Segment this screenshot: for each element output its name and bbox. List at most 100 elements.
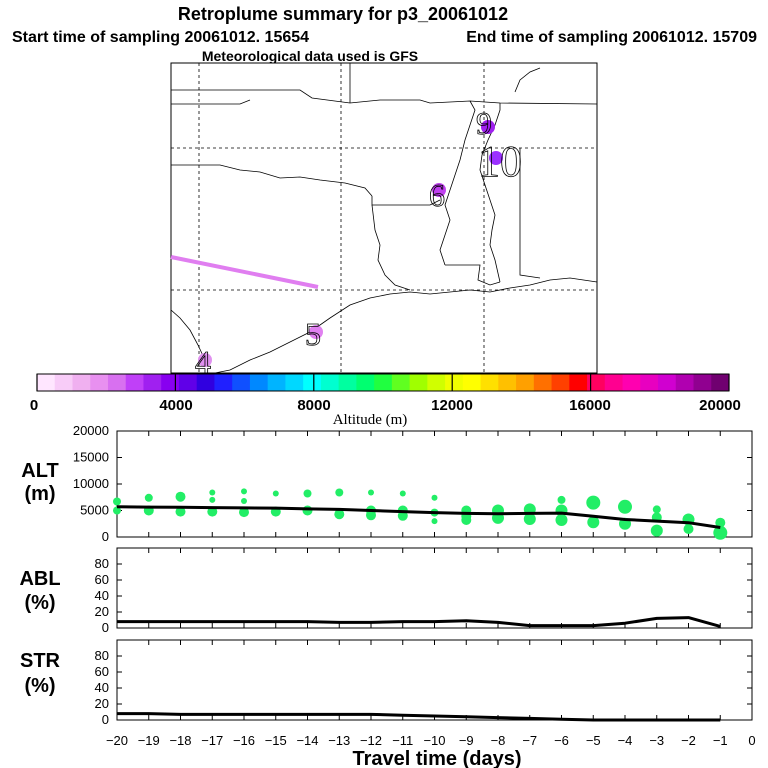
colorbar-swatch [658, 374, 677, 391]
map-marker-day5 [309, 325, 323, 339]
colorbar-swatch [214, 374, 233, 391]
x-tick-label: −12 [360, 733, 382, 748]
x-tick-label: −2 [681, 733, 696, 748]
alt-scatter-point [555, 514, 568, 526]
x-tick-label: −16 [233, 733, 255, 748]
str-panel-unit: (%) [24, 675, 55, 697]
map-marker-day4 [198, 353, 212, 367]
colorbar-tick: 0 [30, 397, 38, 414]
colorbar-tick: 4000 [159, 397, 192, 414]
colorbar-swatch [445, 374, 464, 391]
colorbar-swatch [427, 374, 446, 391]
y-tick-label: 20 [95, 604, 109, 619]
map-frame [170, 62, 598, 374]
x-tick-label: −9 [459, 733, 474, 748]
colorbar-swatch [374, 374, 393, 391]
y-tick-label: 20000 [73, 423, 109, 438]
x-tick-label: −20 [106, 733, 128, 748]
alt-scatter-point [650, 524, 663, 537]
colorbar-swatch [462, 374, 482, 391]
alt-scatter-point [618, 499, 632, 514]
str-series-line [117, 712, 721, 722]
alt-scatter-point [334, 509, 345, 520]
alt-scatter-point [209, 496, 216, 503]
x-tick-label: −18 [169, 733, 191, 748]
x-tick-label: −15 [265, 733, 287, 748]
map-label-5: 5 [305, 316, 321, 352]
alt-scatter-point [239, 507, 249, 518]
alt-scatter-point [587, 516, 600, 529]
alt-panel: ALT (m) [21, 460, 58, 505]
x-tick-label: −11 [392, 733, 413, 748]
map-graticule [171, 63, 597, 373]
alt-scatter-point [302, 505, 313, 516]
map-panel: 9 10 6 5 4 [170, 62, 598, 380]
alt-scatter-point [431, 494, 438, 501]
x-tick-label: 0 [748, 733, 755, 748]
colorbar-swatch [551, 374, 570, 391]
alt-scatter-point [586, 495, 601, 510]
colorbar-swatch [480, 374, 499, 391]
colorbar-swatch [711, 374, 730, 391]
y-tick-label: 0 [102, 529, 109, 544]
x-tick-label: −19 [138, 733, 160, 748]
alt-scatter-point [399, 490, 406, 497]
y-tick-label: 40 [95, 588, 109, 603]
colorbar-swatch [196, 374, 215, 391]
str-panel: STR (%) [20, 650, 61, 697]
y-tick-label: 5000 [80, 503, 109, 518]
alt-scatter-point [461, 515, 472, 525]
str-panel-label: STR [20, 650, 61, 672]
altitude-colorbar [36, 373, 730, 392]
alt-scatter-point [713, 525, 728, 540]
colorbar-swatch [107, 374, 127, 391]
colorbar-swatch [569, 374, 588, 391]
x-tick-label: −13 [328, 733, 350, 748]
time-series-plots: 05000100001500020000020406080020406080−2… [73, 423, 756, 748]
map-label-4: 4 [195, 344, 211, 380]
plume-track-line [170, 255, 319, 289]
y-tick-label: 15000 [73, 450, 109, 465]
x-tick-label: −5 [586, 733, 601, 748]
colorbar-swatch [356, 374, 375, 391]
colorbar-swatch [587, 374, 606, 391]
alt-scatter-point [652, 505, 661, 514]
map-marker-day6 [432, 183, 446, 197]
colorbar-swatch [178, 374, 198, 391]
colorbar-swatch [125, 374, 144, 391]
alt-scatter-point [523, 513, 536, 525]
colorbar-swatch [54, 374, 73, 391]
colorbar-swatch [391, 374, 411, 391]
x-tick-label: −10 [423, 733, 445, 748]
colorbar-swatch [675, 374, 695, 391]
y-tick-label: 60 [95, 572, 109, 587]
map-borders [170, 63, 598, 374]
abl-panel: ABL (%) [19, 568, 60, 614]
x-tick-label: −4 [618, 733, 633, 748]
x-tick-label: −7 [522, 733, 537, 748]
alt-scatter-point [683, 524, 694, 534]
colorbar-swatch [693, 374, 712, 391]
start-time-text: Start time of sampling 20061012. 15654 [12, 29, 309, 46]
map-label-10: 10 [478, 137, 522, 186]
colorbar-swatch [604, 374, 624, 391]
met-data-text: Meteorological data used is GFS [202, 48, 418, 64]
alt-scatter-point [557, 495, 566, 504]
colorbar-swatch [143, 374, 162, 391]
y-tick-label: 20 [95, 696, 109, 711]
alt-scatter-point [144, 493, 153, 502]
abl-panel-unit: (%) [24, 592, 55, 614]
colorbar-tick: 16000 [569, 397, 611, 414]
colorbar-swatch [72, 374, 91, 391]
colorbar-swatch [37, 374, 56, 391]
y-tick-label: 0 [102, 712, 109, 727]
figure-title: Retroplume summary for p3_20061012 [178, 4, 508, 24]
colorbar-tick: 12000 [431, 397, 473, 414]
colorbar-tick-labels: 0 4000 8000 12000 16000 20000 [30, 397, 741, 414]
x-tick-label: −8 [491, 733, 506, 748]
map-label-6: 6 [429, 177, 445, 213]
abl-panel-label: ABL [19, 568, 60, 590]
y-tick-label: 40 [95, 680, 109, 695]
y-tick-label: 0 [102, 620, 109, 635]
